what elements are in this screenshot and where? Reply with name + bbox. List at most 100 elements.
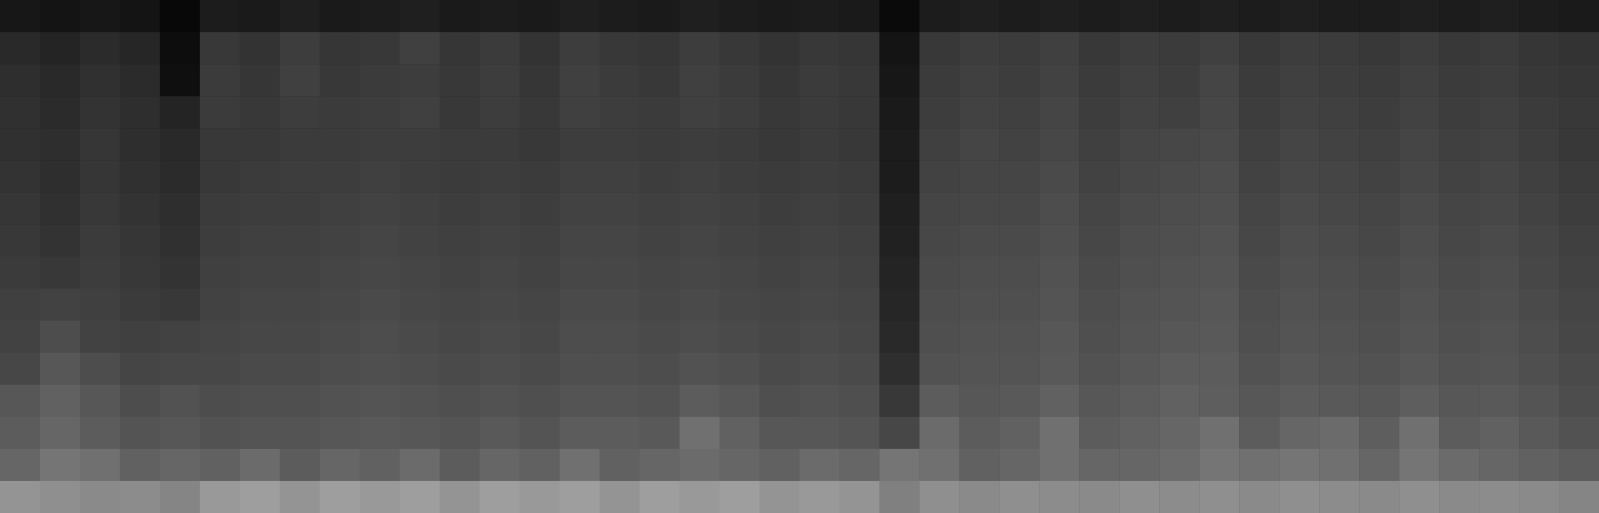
heatmap-cell <box>879 321 919 354</box>
heatmap-cell <box>320 64 360 97</box>
heatmap-cell <box>400 385 440 418</box>
heatmap-cell <box>919 257 959 290</box>
heatmap-cell <box>280 417 320 450</box>
heatmap-cell <box>640 449 680 482</box>
heatmap-cell <box>1479 96 1519 129</box>
heatmap-cell <box>440 64 480 97</box>
heatmap-cell <box>160 449 200 482</box>
heatmap-cell <box>80 417 120 450</box>
heatmap-cell <box>879 289 919 322</box>
heatmap-cell <box>560 192 600 225</box>
heatmap-cell <box>120 353 160 386</box>
heatmap-cell <box>760 385 800 418</box>
heatmap-cell <box>760 96 800 129</box>
heatmap-cell <box>120 289 160 322</box>
heatmap-cell <box>40 0 80 33</box>
heatmap-cell <box>160 128 200 161</box>
heatmap-cell <box>160 96 200 129</box>
heatmap-cell <box>280 353 320 386</box>
heatmap-cell <box>720 257 760 290</box>
heatmap-cell <box>400 96 440 129</box>
heatmap-cell <box>320 128 360 161</box>
heatmap-cell <box>320 353 360 386</box>
heatmap-cell <box>600 64 640 97</box>
heatmap-cell <box>400 64 440 97</box>
spectrogram <box>0 0 1599 513</box>
heatmap-cell <box>0 32 40 65</box>
heatmap-cell <box>1239 192 1279 225</box>
heatmap-cell <box>959 96 999 129</box>
heatmap-cell <box>320 321 360 354</box>
heatmap-cell <box>1439 289 1479 322</box>
heatmap-cell <box>1079 32 1119 65</box>
heatmap-cell <box>480 449 520 482</box>
heatmap-cell <box>520 224 560 257</box>
heatmap-cell <box>999 0 1039 33</box>
heatmap-cell <box>1359 481 1399 513</box>
heatmap-cell <box>1119 64 1159 97</box>
heatmap-cell <box>560 257 600 290</box>
heatmap-cell <box>1479 321 1519 354</box>
heatmap-cell <box>1559 160 1599 193</box>
heatmap-cell <box>1559 257 1599 290</box>
heatmap-cell <box>1199 224 1239 257</box>
heatmap-cell <box>240 96 280 129</box>
heatmap-cell <box>80 96 120 129</box>
heatmap-cell <box>760 257 800 290</box>
heatmap-cell <box>919 289 959 322</box>
heatmap-cell <box>520 481 560 513</box>
heatmap-cell <box>959 481 999 513</box>
heatmap-cell <box>120 449 160 482</box>
heatmap-cell <box>1439 449 1479 482</box>
heatmap-cell <box>800 128 840 161</box>
heatmap-cell <box>1479 289 1519 322</box>
heatmap-cell <box>240 160 280 193</box>
heatmap-cell <box>1559 449 1599 482</box>
heatmap-cell <box>1479 192 1519 225</box>
heatmap-cell <box>280 449 320 482</box>
heatmap-cell <box>1399 257 1439 290</box>
heatmap-cell <box>360 289 400 322</box>
heatmap-cell <box>1359 289 1399 322</box>
heatmap-cell <box>200 481 240 513</box>
heatmap-cell <box>440 32 480 65</box>
heatmap-cell <box>839 481 879 513</box>
heatmap-cell <box>120 224 160 257</box>
heatmap-cell <box>839 224 879 257</box>
heatmap-cell <box>1319 160 1359 193</box>
heatmap-cell <box>1039 449 1079 482</box>
heatmap-cell <box>1159 0 1199 33</box>
heatmap-cell <box>1559 385 1599 418</box>
heatmap-cell <box>1199 128 1239 161</box>
heatmap-cell <box>879 128 919 161</box>
heatmap-cell <box>160 192 200 225</box>
heatmap-cell <box>520 32 560 65</box>
heatmap-cell <box>200 224 240 257</box>
heatmap-cell <box>1559 32 1599 65</box>
heatmap-cell <box>1479 32 1519 65</box>
heatmap-cell <box>999 224 1039 257</box>
heatmap-cell <box>120 321 160 354</box>
heatmap-cell <box>440 353 480 386</box>
heatmap-cell <box>1079 224 1119 257</box>
heatmap-cell <box>680 321 720 354</box>
heatmap-cell <box>560 160 600 193</box>
heatmap-cell <box>280 0 320 33</box>
heatmap-cell <box>720 417 760 450</box>
heatmap-cell <box>240 224 280 257</box>
heatmap-cell <box>1399 289 1439 322</box>
heatmap-cell <box>720 160 760 193</box>
heatmap-cell <box>1039 0 1079 33</box>
heatmap-cell <box>280 160 320 193</box>
heatmap-cell <box>1439 257 1479 290</box>
heatmap-cell <box>800 224 840 257</box>
heatmap-cell <box>1519 257 1559 290</box>
heatmap-cell <box>839 160 879 193</box>
heatmap-cell <box>959 417 999 450</box>
heatmap-cell <box>80 257 120 290</box>
heatmap-cell <box>200 417 240 450</box>
heatmap-cell <box>1279 32 1319 65</box>
heatmap-cell <box>280 385 320 418</box>
heatmap-cell <box>240 32 280 65</box>
heatmap-cell <box>800 481 840 513</box>
